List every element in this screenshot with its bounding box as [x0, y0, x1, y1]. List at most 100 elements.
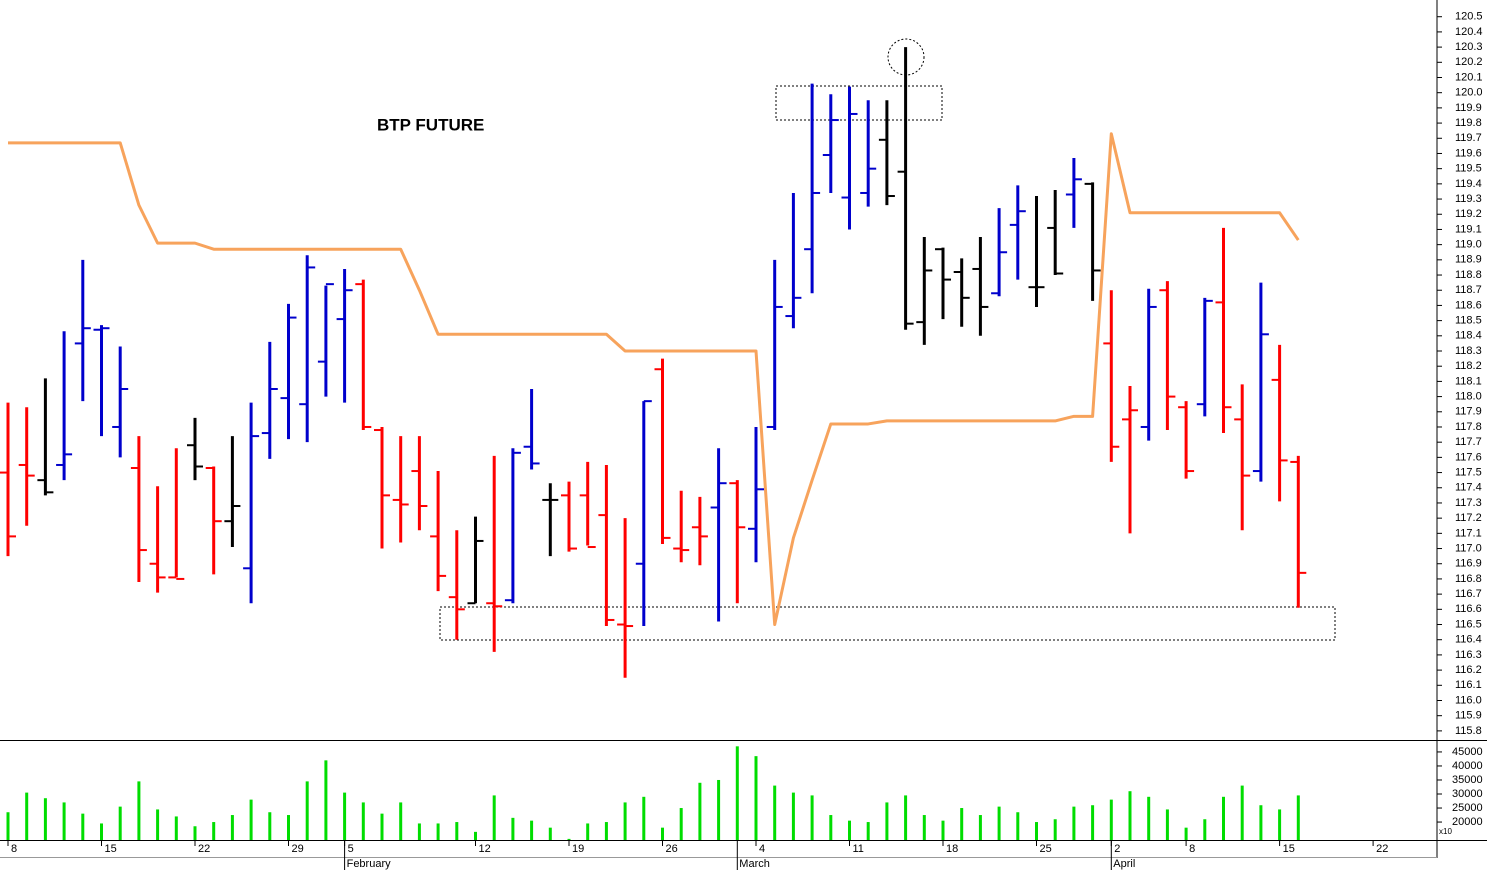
y-tick-label: 117.8 — [1455, 421, 1482, 433]
volume-bar — [1147, 796, 1151, 840]
y-tick-label: 118.3 — [1455, 345, 1482, 357]
volume-bar — [848, 820, 851, 840]
month-label: March — [739, 858, 770, 870]
x-tick-label: 18 — [946, 843, 958, 855]
y-tick-label: 118.6 — [1455, 299, 1482, 311]
volume-tick-label: 45000 — [1452, 746, 1483, 758]
volume-bar — [1035, 822, 1038, 840]
volume-bar — [1296, 795, 1300, 840]
volume-bar — [156, 809, 160, 840]
y-tick-label: 117.3 — [1455, 497, 1482, 509]
x-tick-label: 12 — [479, 843, 491, 855]
volume-tick-label: 30000 — [1452, 788, 1483, 800]
y-tick-label: 119.4 — [1455, 178, 1482, 190]
y-tick-label: 116.9 — [1455, 558, 1482, 570]
y-tick-label: 120.5 — [1455, 11, 1483, 23]
volume-bar — [380, 813, 384, 840]
volume-bar — [230, 815, 234, 840]
y-tick-label: 116.2 — [1455, 664, 1482, 676]
volume-bar — [679, 808, 683, 840]
y-tick-label: 116.6 — [1455, 603, 1482, 615]
volume-bar — [548, 827, 552, 840]
volume-bar — [941, 820, 945, 840]
y-tick-label: 117.6 — [1455, 451, 1482, 463]
y-tick-label: 117.4 — [1455, 482, 1482, 494]
y-tick-label: 118.4 — [1455, 330, 1482, 342]
x-tick-label: 29 — [292, 843, 304, 855]
y-tick-label: 118.7 — [1455, 284, 1482, 296]
volume-bar — [885, 802, 889, 840]
y-tick-label: 118.5 — [1455, 315, 1482, 327]
volume-bar — [1165, 809, 1169, 840]
y-tick-label: 117.9 — [1455, 406, 1482, 418]
volume-bar — [305, 781, 309, 840]
x-tick-label: 15 — [1283, 843, 1295, 855]
x-tick-label: 25 — [1040, 843, 1052, 855]
x-tick-label: 2 — [1114, 843, 1120, 855]
x-tick-label: 8 — [1189, 843, 1195, 855]
volume-bar — [978, 815, 982, 840]
volume-bar — [174, 816, 178, 840]
volume-bar — [100, 823, 103, 840]
volume-bar — [1259, 805, 1263, 840]
y-tick-label: 117.5 — [1455, 466, 1482, 478]
volume-bar — [249, 799, 253, 840]
volume-bar — [1278, 809, 1282, 840]
volume-bar — [1184, 827, 1188, 840]
volume-bar — [773, 785, 777, 840]
volume-bar — [1128, 791, 1132, 840]
volume-bar — [661, 827, 664, 840]
volume-bar — [567, 838, 571, 840]
volume-bar — [492, 795, 496, 840]
chart-title: BTP FUTURE — [377, 115, 484, 134]
y-tick-label: 120.1 — [1455, 71, 1483, 83]
month-label: February — [347, 858, 392, 870]
volume-bar — [997, 806, 1001, 840]
volume-bar — [81, 813, 85, 840]
volume-tick-label: 25000 — [1452, 802, 1483, 814]
volume-bar — [361, 802, 365, 840]
volume-tick-label: 40000 — [1452, 760, 1483, 772]
y-tick-label: 118.0 — [1455, 390, 1482, 402]
volume-bar — [810, 795, 814, 840]
y-tick-label: 117.1 — [1455, 527, 1482, 539]
volume-bar — [866, 822, 870, 840]
volume-bar — [6, 812, 10, 840]
y-tick-label: 119.6 — [1455, 147, 1482, 159]
x-tick-label: 15 — [105, 843, 117, 855]
y-tick-label: 117.2 — [1455, 512, 1482, 524]
volume-bar — [118, 806, 122, 840]
volume-bar — [474, 831, 477, 840]
y-tick-label: 119.3 — [1455, 193, 1482, 205]
x-tick-label: 22 — [198, 843, 210, 855]
volume-unit-label: x10 — [1439, 827, 1452, 836]
y-tick-label: 118.8 — [1455, 269, 1482, 281]
y-tick-label: 118.1 — [1455, 375, 1482, 387]
volume-bar — [417, 823, 421, 840]
y-tick-label: 116.8 — [1455, 573, 1482, 585]
volume-bar — [604, 822, 608, 840]
y-tick-label: 117.0 — [1455, 542, 1482, 554]
y-tick-label: 116.3 — [1455, 649, 1482, 661]
y-tick-label: 115.9 — [1455, 710, 1482, 722]
y-tick-label: 119.1 — [1455, 223, 1482, 235]
y-tick-label: 119.2 — [1455, 208, 1482, 220]
volume-bar — [735, 746, 739, 840]
volume-bar — [137, 781, 141, 840]
volume-bar — [511, 817, 515, 840]
y-tick-label: 120.3 — [1455, 41, 1483, 53]
volume-bar — [399, 802, 403, 840]
volume-bar — [62, 802, 66, 840]
x-tick-label: 26 — [666, 843, 678, 855]
x-tick-label: 8 — [11, 843, 17, 855]
volume-bar — [791, 792, 795, 840]
volume-bar — [1240, 785, 1244, 840]
y-tick-label: 120.0 — [1455, 87, 1483, 99]
volume-bar — [268, 812, 272, 840]
volume-tick-label: 20000 — [1452, 816, 1483, 828]
overlay-line — [8, 132, 1300, 627]
y-tick-label: 119.7 — [1455, 132, 1482, 144]
